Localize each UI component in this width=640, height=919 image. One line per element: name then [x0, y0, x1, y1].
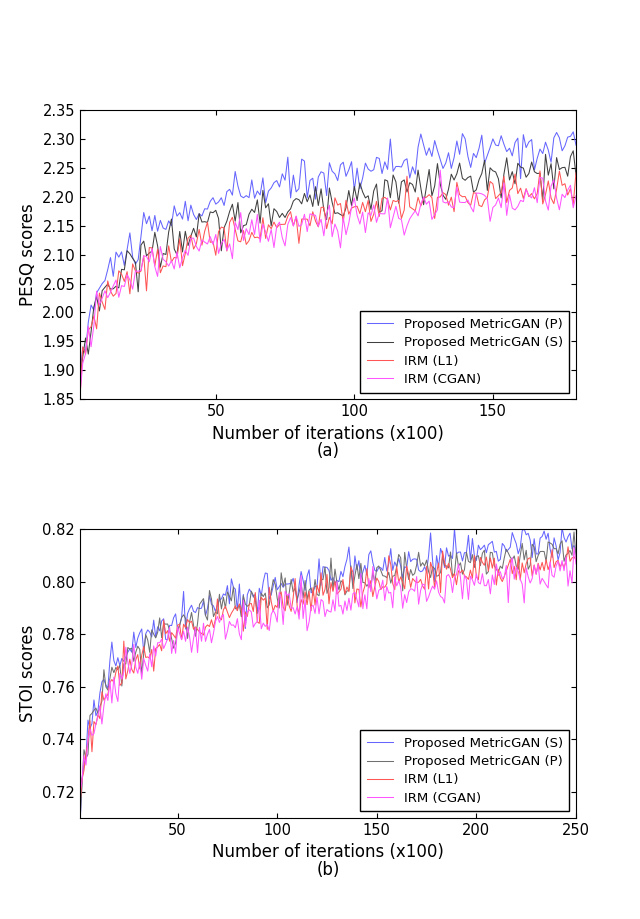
IRM (CGAN) [572, 559, 580, 570]
Proposed MetricGAN (S) [558, 522, 566, 533]
Proposed MetricGAN (S) [419, 565, 426, 576]
Proposed MetricGAN (P) [516, 173, 524, 184]
Proposed MetricGAN (P) [282, 573, 289, 584]
Proposed MetricGAN (S) [158, 616, 166, 627]
Proposed MetricGAN (P) [275, 603, 283, 614]
IRM (L1) [179, 260, 186, 271]
Proposed MetricGAN (S) [572, 169, 580, 180]
Proposed MetricGAN (P) [552, 543, 560, 554]
Proposed MetricGAN (S) [134, 286, 142, 297]
Line: Proposed MetricGAN (S): Proposed MetricGAN (S) [80, 528, 576, 827]
IRM (CGAN) [570, 542, 578, 553]
Proposed MetricGAN (S) [570, 145, 577, 156]
IRM (L1) [76, 393, 84, 404]
Proposed MetricGAN (P) [572, 551, 580, 562]
Text: (b): (b) [316, 861, 340, 879]
Proposed MetricGAN (P) [419, 557, 426, 568]
Legend: Proposed MetricGAN (S), Proposed MetricGAN (P), IRM (L1), IRM (CGAN): Proposed MetricGAN (S), Proposed MetricG… [360, 731, 570, 811]
Proposed MetricGAN (S) [363, 570, 371, 581]
IRM (CGAN) [558, 188, 566, 199]
Proposed MetricGAN (P) [84, 316, 92, 327]
Line: Proposed MetricGAN (P): Proposed MetricGAN (P) [80, 532, 576, 822]
IRM (L1) [275, 590, 283, 601]
Line: IRM (L1): IRM (L1) [80, 547, 576, 805]
Proposed MetricGAN (P) [556, 132, 563, 143]
IRM (L1) [363, 563, 371, 574]
Proposed MetricGAN (P) [179, 213, 186, 224]
Line: Proposed MetricGAN (P): Proposed MetricGAN (P) [80, 131, 576, 374]
IRM (L1) [516, 183, 524, 194]
Text: (a): (a) [317, 442, 339, 460]
IRM (CGAN) [552, 561, 560, 572]
IRM (L1) [552, 556, 560, 567]
IRM (L1) [282, 606, 289, 617]
Line: IRM (CGAN): IRM (CGAN) [80, 548, 576, 793]
Proposed MetricGAN (S) [179, 246, 186, 257]
IRM (CGAN) [275, 587, 283, 598]
Proposed MetricGAN (P) [570, 126, 577, 137]
IRM (L1) [134, 267, 142, 278]
Proposed MetricGAN (S) [552, 540, 560, 551]
Proposed MetricGAN (P) [76, 816, 84, 827]
Y-axis label: PESQ scores: PESQ scores [19, 203, 36, 306]
Proposed MetricGAN (S) [264, 199, 272, 210]
Line: Proposed MetricGAN (S): Proposed MetricGAN (S) [80, 151, 576, 379]
Proposed MetricGAN (P) [572, 140, 580, 151]
Proposed MetricGAN (P) [158, 632, 166, 643]
Y-axis label: STOI scores: STOI scores [19, 625, 36, 722]
Proposed MetricGAN (S) [556, 164, 563, 175]
Proposed MetricGAN (P) [264, 186, 272, 197]
Proposed MetricGAN (P) [363, 581, 371, 592]
IRM (L1) [84, 324, 92, 335]
Proposed MetricGAN (S) [76, 822, 84, 833]
IRM (CGAN) [363, 603, 371, 614]
Proposed MetricGAN (S) [84, 348, 92, 359]
IRM (CGAN) [282, 585, 289, 596]
IRM (L1) [419, 581, 426, 592]
IRM (L1) [264, 220, 272, 231]
IRM (CGAN) [520, 196, 527, 207]
X-axis label: Number of iterations (x100): Number of iterations (x100) [212, 425, 444, 443]
IRM (CGAN) [436, 165, 444, 176]
Proposed MetricGAN (P) [76, 369, 84, 380]
Proposed MetricGAN (S) [76, 373, 84, 384]
Proposed MetricGAN (S) [572, 547, 580, 558]
Proposed MetricGAN (S) [516, 162, 524, 173]
IRM (CGAN) [134, 266, 142, 277]
X-axis label: Number of iterations (x100): Number of iterations (x100) [212, 844, 444, 861]
IRM (L1) [572, 167, 580, 178]
IRM (CGAN) [76, 389, 84, 400]
IRM (L1) [536, 165, 544, 176]
Line: IRM (CGAN): IRM (CGAN) [80, 170, 576, 394]
IRM (L1) [558, 180, 566, 191]
IRM (CGAN) [264, 236, 272, 247]
Legend: Proposed MetricGAN (P), Proposed MetricGAN (S), IRM (L1), IRM (CGAN): Proposed MetricGAN (P), Proposed MetricG… [360, 312, 570, 392]
IRM (CGAN) [76, 788, 84, 799]
Proposed MetricGAN (P) [570, 527, 578, 538]
Proposed MetricGAN (P) [134, 254, 142, 265]
IRM (CGAN) [179, 252, 186, 263]
IRM (CGAN) [419, 579, 426, 590]
Proposed MetricGAN (S) [275, 581, 283, 592]
Proposed MetricGAN (S) [282, 579, 289, 590]
IRM (L1) [158, 645, 166, 656]
IRM (L1) [572, 555, 580, 566]
IRM (CGAN) [158, 634, 166, 645]
IRM (CGAN) [84, 321, 92, 332]
IRM (CGAN) [572, 190, 580, 201]
IRM (L1) [76, 800, 84, 811]
Line: IRM (L1): IRM (L1) [80, 171, 576, 399]
IRM (L1) [564, 541, 572, 552]
